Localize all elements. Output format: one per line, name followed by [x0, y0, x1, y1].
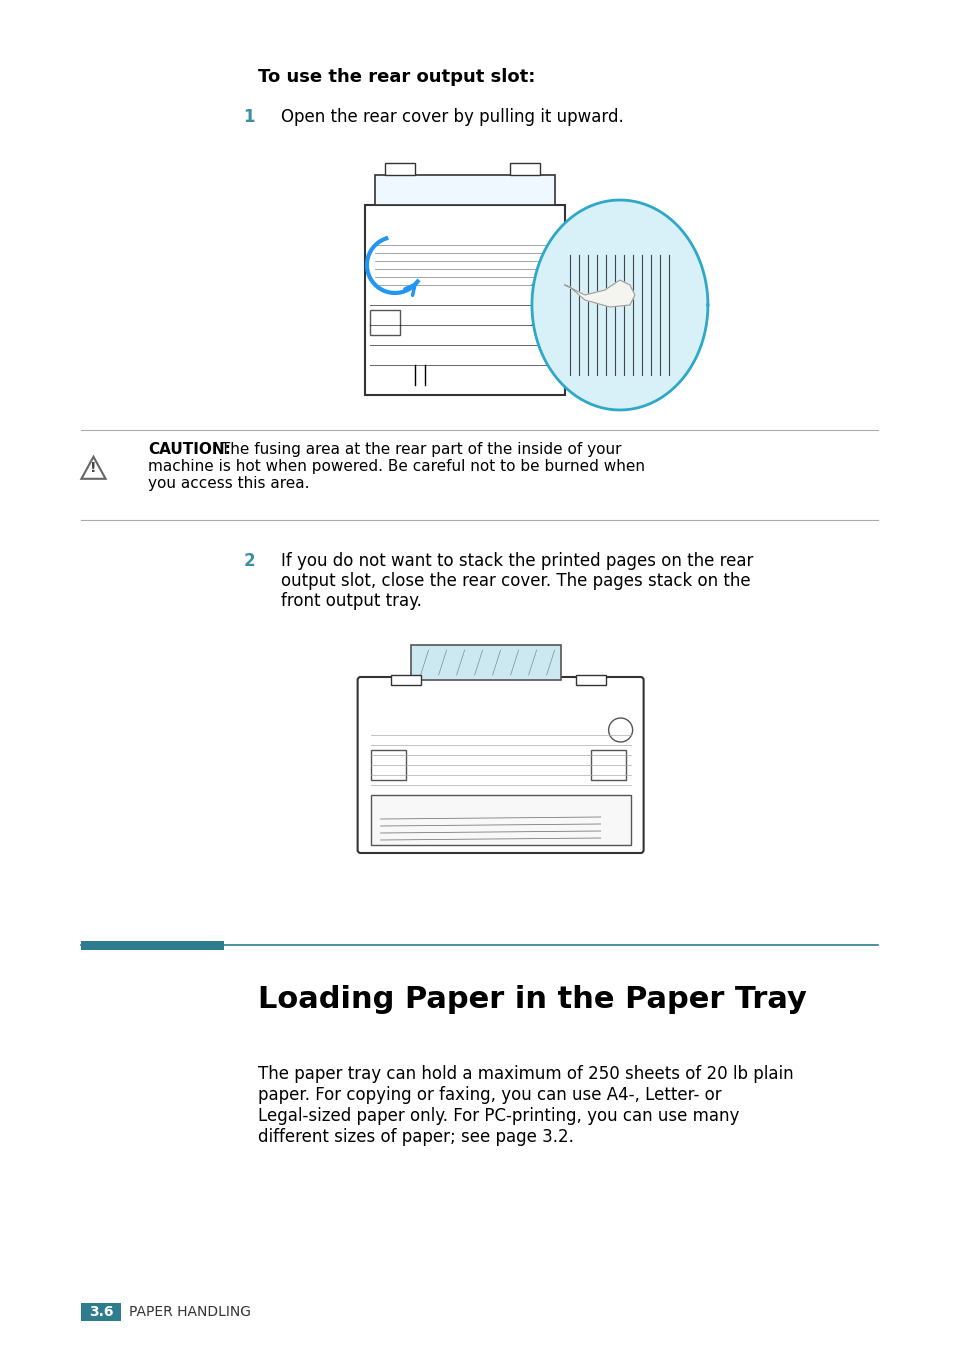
- Text: CAUTION:: CAUTION:: [148, 442, 231, 457]
- Text: different sizes of paper; see page 3.2.: different sizes of paper; see page 3.2.: [257, 1128, 573, 1146]
- FancyBboxPatch shape: [590, 749, 625, 780]
- Text: front output tray.: front output tray.: [281, 592, 422, 611]
- FancyBboxPatch shape: [365, 205, 564, 395]
- Text: 3.6: 3.6: [89, 1305, 113, 1318]
- FancyBboxPatch shape: [81, 1304, 121, 1321]
- FancyBboxPatch shape: [370, 749, 405, 780]
- FancyBboxPatch shape: [510, 163, 539, 175]
- Text: paper. For copying or faxing, you can use A4-, Letter- or: paper. For copying or faxing, you can us…: [257, 1086, 720, 1104]
- Text: Open the rear cover by pulling it upward.: Open the rear cover by pulling it upward…: [281, 108, 623, 125]
- Polygon shape: [375, 175, 555, 205]
- FancyBboxPatch shape: [575, 675, 605, 685]
- Polygon shape: [532, 200, 707, 410]
- FancyBboxPatch shape: [357, 677, 643, 853]
- Text: The paper tray can hold a maximum of 250 sheets of 20 lb plain: The paper tray can hold a maximum of 250…: [257, 1065, 792, 1082]
- Text: output slot, close the rear cover. The pages stack on the: output slot, close the rear cover. The p…: [281, 572, 750, 590]
- Text: PAPER HANDLING: PAPER HANDLING: [129, 1305, 251, 1318]
- Polygon shape: [81, 457, 106, 479]
- FancyBboxPatch shape: [390, 675, 420, 685]
- FancyBboxPatch shape: [410, 644, 560, 679]
- Polygon shape: [564, 280, 635, 307]
- Text: Loading Paper in the Paper Tray: Loading Paper in the Paper Tray: [257, 985, 805, 1014]
- Circle shape: [608, 718, 632, 741]
- Text: The fusing area at the rear part of the inside of your: The fusing area at the rear part of the …: [215, 442, 620, 457]
- Text: If you do not want to stack the printed pages on the rear: If you do not want to stack the printed …: [281, 551, 753, 570]
- Text: !: !: [91, 461, 96, 474]
- Text: Legal-sized paper only. For PC-printing, you can use many: Legal-sized paper only. For PC-printing,…: [257, 1107, 739, 1126]
- Text: To use the rear output slot:: To use the rear output slot:: [257, 67, 535, 86]
- FancyBboxPatch shape: [384, 163, 415, 175]
- FancyBboxPatch shape: [370, 795, 630, 845]
- Text: 2: 2: [243, 551, 254, 570]
- Text: you access this area.: you access this area.: [148, 476, 309, 491]
- Text: machine is hot when powered. Be careful not to be burned when: machine is hot when powered. Be careful …: [148, 460, 644, 474]
- FancyBboxPatch shape: [81, 941, 224, 949]
- Text: 1: 1: [243, 108, 254, 125]
- FancyBboxPatch shape: [370, 310, 399, 336]
